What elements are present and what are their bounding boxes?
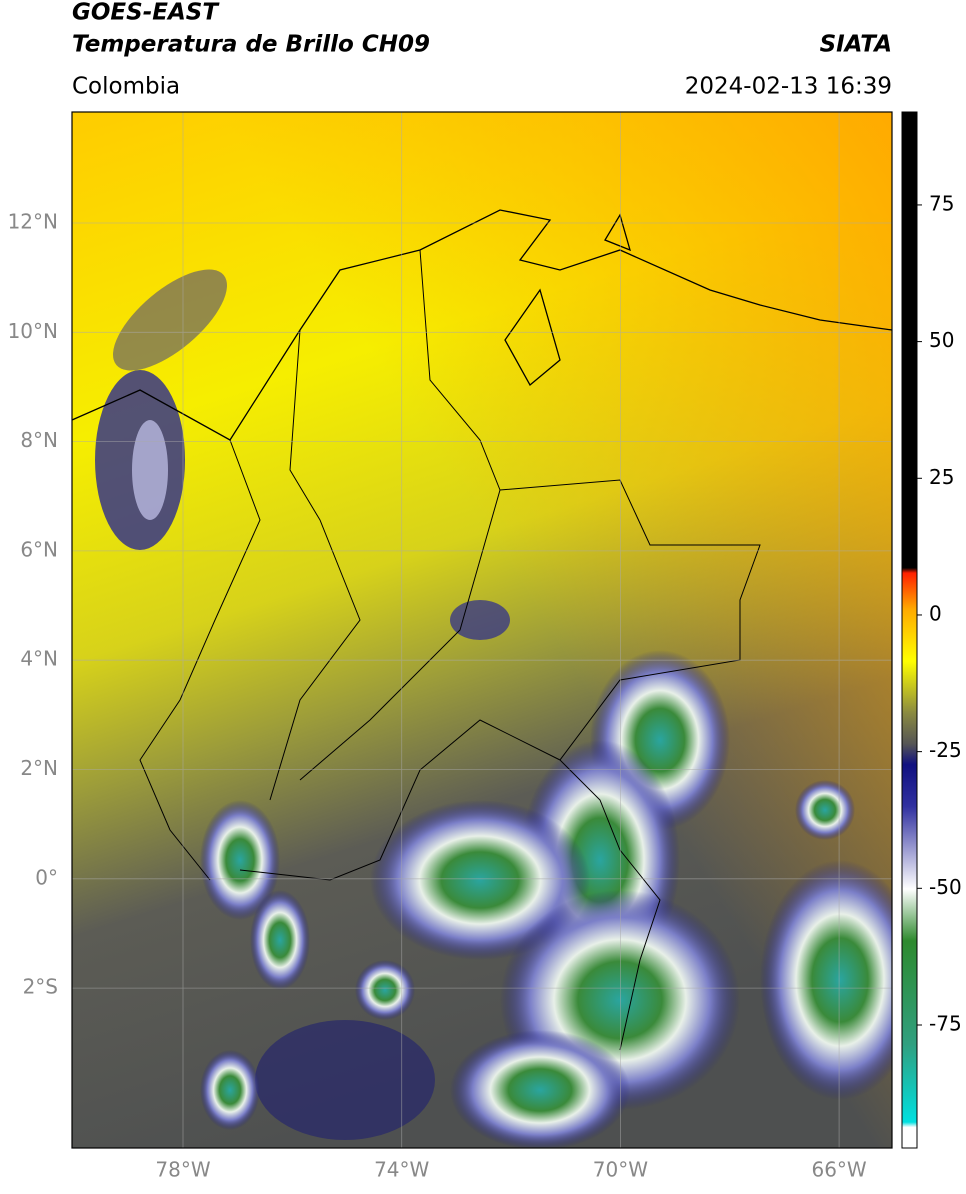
lon-label: 74°W [374, 1158, 429, 1182]
lon-label: 70°W [593, 1158, 648, 1182]
lat-label: 12°N [8, 210, 58, 234]
region: Colombia [72, 74, 180, 100]
lon-label: 66°W [811, 1158, 866, 1182]
title: GOES-EAST [72, 0, 220, 26]
colorbar-tick-label: -50 [929, 875, 962, 899]
lat-label: 10°N [8, 319, 58, 343]
colorbar-tick-label: -75 [929, 1011, 962, 1035]
lat-label: 6°N [20, 537, 58, 561]
lon-label: 78°W [155, 1158, 210, 1182]
colorbar [901, 111, 918, 1149]
colorbar-tick-label: 0 [929, 601, 942, 625]
colorbar-tick-label: 25 [929, 465, 954, 489]
lat-label: 2°N [20, 756, 58, 780]
lat-label: 8°N [20, 428, 58, 452]
timestamp: 2024-02-13 16:39 [685, 74, 892, 100]
lat-label: 4°N [20, 647, 58, 671]
map-frame [71, 111, 893, 1149]
colorbar-tick-label: 50 [929, 328, 954, 352]
lat-label: 2°S [23, 975, 58, 999]
colorbar-tick-label: -25 [929, 738, 962, 762]
colorbar-tick-label: 75 [929, 191, 954, 215]
lat-label: 0° [35, 865, 58, 889]
satellite-image [72, 112, 892, 1148]
subtitle: Temperatura de Brillo CH09 [72, 32, 430, 58]
source: SIATA [820, 32, 892, 58]
